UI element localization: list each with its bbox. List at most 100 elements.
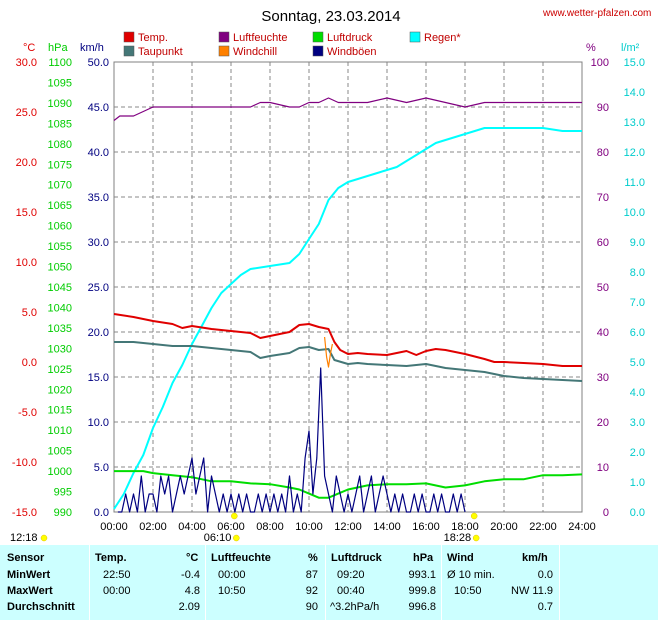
tick-label-hpa: 1015 — [48, 405, 72, 417]
header-druck: Luftdruck — [331, 552, 382, 564]
tick-label-lm2: 11.0 — [624, 177, 645, 189]
site-credit: www.wetter-pfalzen.com — [543, 8, 652, 19]
series-line-luftdruck — [114, 470, 583, 499]
druck-value: 999.8 — [408, 585, 436, 597]
tick-label-percent: 40 — [597, 327, 609, 339]
stats-row-avg: Durchschnitt 2.09 90 ^3.2hPa/h 996.8 0.7 — [0, 600, 658, 616]
tick-label-celsius: 5.0 — [22, 307, 37, 319]
row-label: MaxWert — [7, 585, 53, 597]
tick-label-lm2: 8.0 — [630, 267, 645, 279]
tick-label-hpa: 1000 — [48, 466, 72, 478]
tick-label-hpa: 1040 — [48, 302, 72, 314]
tick-label-hpa: 1050 — [48, 262, 72, 274]
tick-label-celsius: -5.0 — [18, 407, 37, 419]
tick-label-hpa: 1020 — [48, 384, 72, 396]
legend-swatch-windchill — [218, 45, 230, 57]
tick-label-lm2: 10.0 — [624, 207, 645, 219]
tick-label-hpa: 1065 — [48, 200, 72, 212]
tick-label-percent: 90 — [597, 102, 609, 114]
tick-label-time: 04:00 — [178, 521, 206, 533]
tick-label-hpa: 1045 — [48, 282, 72, 294]
tick-label-percent: 30 — [597, 372, 609, 384]
tick-label-lm2: 12.0 — [624, 147, 645, 159]
day-length-dot — [40, 534, 48, 542]
unit-label-lm2: l/m² — [621, 42, 640, 54]
tick-label-time: 10:00 — [295, 521, 323, 533]
feuchte-time: 00:00 — [218, 569, 246, 581]
day-length-label: 12:18 — [10, 532, 38, 544]
stats-row-max: MaxWert 00:00 4.8 10:50 92 00:40 999.8 1… — [0, 584, 658, 600]
tick-label-percent: 10 — [597, 462, 609, 474]
tick-label-kmh: 15.0 — [88, 372, 109, 384]
tick-label-lm2: 0.0 — [630, 507, 645, 519]
series-line-regen — [113, 127, 582, 510]
tick-label-lm2: 2.0 — [630, 447, 645, 459]
stats-table: Sensor Temp. °C Luftfeuchte % Luftdruck … — [0, 545, 658, 620]
tick-label-hpa: 1005 — [48, 446, 72, 458]
temp-time: 22:50 — [103, 569, 131, 581]
header-feuchte: Luftfeuchte — [211, 552, 271, 564]
feuchte-value: 87 — [305, 569, 318, 581]
tick-label-hpa: 1070 — [48, 180, 72, 192]
tick-label-hpa: 1085 — [48, 118, 72, 130]
legend-swatch-regen — [409, 31, 421, 43]
grid — [113, 61, 583, 513]
wind-time: Ø 10 min. — [447, 569, 495, 581]
tick-label-kmh: 5.0 — [94, 462, 109, 474]
tick-label-hpa: 1010 — [48, 425, 72, 437]
tick-label-celsius: 15.0 — [16, 207, 37, 219]
tick-label-lm2: 5.0 — [630, 357, 645, 369]
wind-time: 10:50 — [454, 585, 482, 597]
header-temp-unit: °C — [186, 552, 199, 564]
header-feuchte-unit: % — [308, 552, 318, 564]
druck-value: 993.1 — [408, 569, 436, 581]
plot-frame — [113, 61, 583, 513]
tick-label-celsius: -15.0 — [12, 507, 37, 519]
tick-label-percent: 100 — [591, 57, 609, 69]
tick-label-time: 22:00 — [529, 521, 557, 533]
feuchte-value: 92 — [305, 585, 318, 597]
tick-label-hpa: 1100 — [48, 57, 72, 69]
row-label: Durchschnitt — [7, 601, 75, 613]
tick-label-lm2: 13.0 — [624, 117, 645, 129]
tick-label-kmh: 25.0 — [88, 282, 109, 294]
temp-value: -0.4 — [181, 569, 200, 581]
wind-value: 0.0 — [537, 569, 553, 581]
tick-label-time: 14:00 — [373, 521, 401, 533]
legend-label-windboeen: Windböen — [327, 46, 377, 58]
tick-label-time: 16:00 — [412, 521, 440, 533]
tick-label-kmh: 30.0 — [88, 237, 109, 249]
legend-swatch-luftdruck — [312, 31, 324, 43]
unit-labels: °C hPa km/h% l/m² — [23, 42, 640, 54]
tick-label-hpa: 1035 — [48, 323, 72, 335]
unit-label-kmh: km/h — [80, 42, 104, 54]
feuchte-time: 10:50 — [218, 585, 246, 597]
weather-chart: Sonntag, 23.03.2014 Temp. Luftfeuchte Luft… — [10, 8, 645, 544]
series-line-windchill — [324, 336, 333, 368]
tick-label-lm2: 15.0 — [624, 57, 645, 69]
tick-label-celsius: 30.0 — [16, 57, 37, 69]
tick-label-celsius: 25.0 — [16, 107, 37, 119]
chart-title: Sonntag, 23.03.2014 — [261, 8, 400, 25]
sunset-icon — [470, 512, 478, 520]
tick-label-celsius: 0.0 — [22, 357, 37, 369]
legend-swatch-luftfeuchte — [218, 31, 230, 43]
axes: 30.0 25.0 20.0 15.0 10.0 5.0 0.0 -5.0 -10.0 -15.0… — [12, 57, 645, 533]
series-layer — [113, 97, 583, 513]
tick-label-time: 24:00 — [568, 521, 596, 533]
druck-time: 09:20 — [337, 569, 365, 581]
druck-trend: ^3.2hPa/h — [330, 601, 380, 613]
tick-label-time: 08:00 — [256, 521, 284, 533]
series-line-temp — [113, 313, 582, 367]
tick-label-kmh: 40.0 — [88, 147, 109, 159]
legend-label-luftdruck: Luftdruck — [327, 32, 373, 44]
tick-label-kmh: 50.0 — [88, 57, 109, 69]
tick-label-celsius: 10.0 — [16, 257, 37, 269]
legend-label-windchill: Windchill — [233, 46, 277, 58]
tick-label-kmh: 45.0 — [88, 102, 109, 114]
series-line-luftfeuchte — [113, 97, 582, 121]
header-temp: Temp. — [95, 552, 127, 564]
tick-label-kmh: 20.0 — [88, 327, 109, 339]
header-druck-unit: hPa — [413, 552, 434, 564]
tick-label-kmh: 0.0 — [94, 507, 109, 519]
